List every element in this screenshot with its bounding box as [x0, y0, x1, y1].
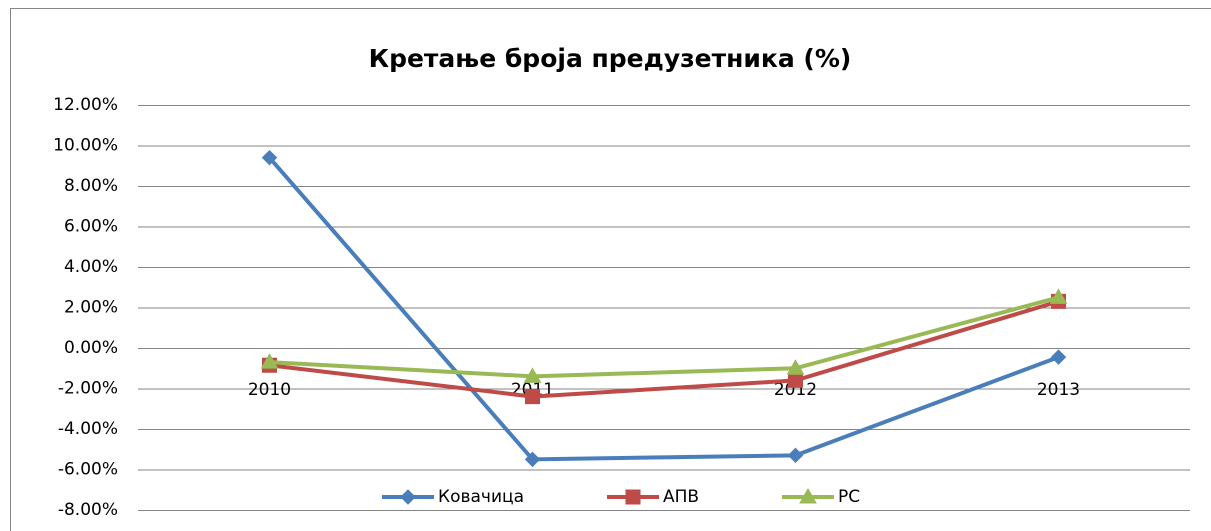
data-point — [786, 359, 805, 375]
y-tick-label: 2.00% — [64, 298, 118, 318]
legend-marker — [799, 487, 817, 504]
data-point — [525, 389, 540, 405]
x-tick-label: 2013 — [1037, 380, 1080, 400]
data-point — [261, 149, 278, 166]
data-point — [788, 372, 803, 388]
data-point — [787, 447, 804, 464]
y-tick-label: 4.00% — [64, 257, 118, 277]
series-line — [269, 299, 1060, 399]
data-point — [1050, 349, 1067, 365]
series-line — [267, 156, 1060, 462]
legend-label: АПВ — [663, 487, 699, 507]
y-tick-label: -8.00% — [58, 500, 118, 520]
legend-label: РС — [838, 487, 860, 507]
y-tick-label: 8.00% — [64, 176, 118, 196]
data-point — [524, 451, 541, 468]
y-tick-label: -2.00% — [58, 379, 118, 399]
data-point — [523, 367, 542, 383]
data-point — [260, 353, 279, 369]
y-tick-label: -6.00% — [58, 460, 118, 480]
y-tick-label: -4.00% — [58, 419, 118, 439]
x-tick-label: 2012 — [774, 380, 817, 400]
chart-border — [10, 8, 1211, 531]
y-tick-label: 0.00% — [64, 338, 118, 358]
chart-title: Кретање броја предузетника (%) — [369, 44, 852, 73]
legend-marker — [625, 489, 641, 505]
data-point — [1049, 288, 1068, 304]
y-tick-label: 12.00% — [53, 95, 118, 115]
y-tick-label: 10.00% — [53, 136, 118, 156]
series-line — [269, 295, 1060, 379]
legend-label: Ковачица — [438, 487, 524, 507]
legend-marker — [400, 489, 416, 505]
x-tick-label: 2010 — [248, 380, 291, 400]
y-tick-label: 6.00% — [64, 217, 118, 237]
